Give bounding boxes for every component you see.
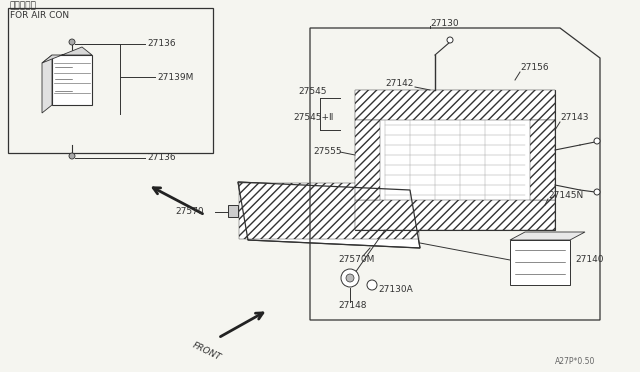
Text: 27570M: 27570M (338, 254, 374, 263)
Text: エアコン用: エアコン用 (10, 1, 37, 10)
Circle shape (367, 280, 377, 290)
Text: 27130: 27130 (430, 19, 459, 28)
Polygon shape (510, 232, 585, 240)
Bar (239, 183, 419, 239)
Text: 27136: 27136 (147, 154, 175, 163)
Circle shape (69, 153, 75, 159)
Text: A27P*0.50: A27P*0.50 (555, 357, 595, 366)
Bar (355, 200, 555, 230)
Text: 27156: 27156 (520, 64, 548, 73)
Text: 27139M: 27139M (157, 73, 193, 81)
Text: 27148: 27148 (338, 301, 367, 310)
Polygon shape (42, 55, 52, 113)
Bar (355, 90, 555, 230)
Text: 27136: 27136 (147, 39, 175, 48)
Circle shape (341, 269, 359, 287)
Text: 27545+Ⅱ: 27545+Ⅱ (293, 113, 333, 122)
Text: 27555: 27555 (313, 148, 342, 157)
Bar (355, 120, 380, 200)
Text: 27142: 27142 (385, 78, 413, 87)
Text: FOR AIR CON: FOR AIR CON (10, 10, 69, 19)
Circle shape (447, 37, 453, 43)
Bar (530, 120, 555, 200)
Bar (510, 240, 570, 285)
Bar (52, 55, 92, 105)
Circle shape (346, 274, 354, 282)
Polygon shape (238, 182, 420, 248)
Circle shape (594, 138, 600, 144)
Text: 27140: 27140 (575, 256, 604, 264)
Bar (228, 205, 238, 217)
Bar (355, 90, 555, 120)
Text: 27570: 27570 (175, 208, 204, 217)
Text: 27130A: 27130A (378, 285, 413, 295)
Text: 27145N: 27145N (548, 190, 583, 199)
Text: 27143: 27143 (560, 113, 589, 122)
Circle shape (69, 39, 75, 45)
Bar (8, 8, 213, 153)
Text: FRONT: FRONT (191, 341, 223, 363)
Text: 27545: 27545 (298, 87, 326, 96)
Polygon shape (42, 47, 92, 63)
Circle shape (594, 189, 600, 195)
